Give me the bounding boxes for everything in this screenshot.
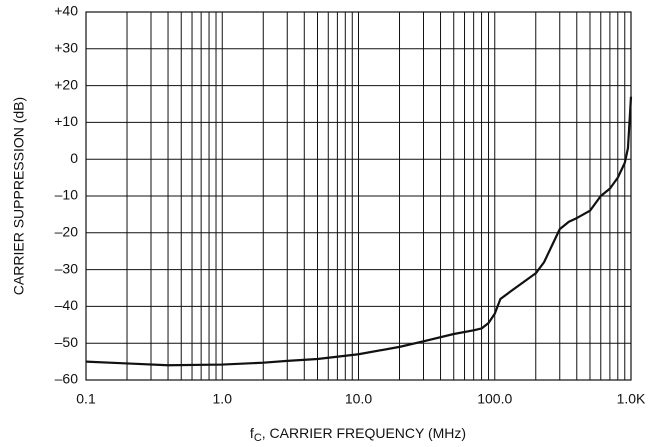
y-tick-label: –40 bbox=[55, 297, 79, 313]
y-tick-label: 0 bbox=[70, 150, 78, 166]
y-tick-label: –20 bbox=[55, 224, 79, 240]
x-tick-label: 0.1 bbox=[76, 391, 96, 407]
x-tick-label: 1.0 bbox=[213, 391, 233, 407]
plot-frame bbox=[85, 11, 632, 381]
x-label-subscript: C bbox=[254, 432, 262, 444]
x-label-symbol: f bbox=[250, 425, 254, 441]
y-tick-label: –60 bbox=[55, 371, 79, 387]
y-axis-label: CARRIER SUPPRESSION (dB) bbox=[11, 97, 27, 295]
y-tick-label: +10 bbox=[54, 113, 78, 129]
y-tick-label: –50 bbox=[55, 334, 79, 350]
y-tick-label: –30 bbox=[55, 260, 79, 276]
y-tick-label: +20 bbox=[54, 76, 78, 92]
y-tick-label: +30 bbox=[54, 40, 78, 56]
y-tick-label: –10 bbox=[55, 187, 79, 203]
x-tick-label: 10.0 bbox=[345, 391, 372, 407]
series-line bbox=[85, 96, 633, 367]
x-tick-label: 100.0 bbox=[477, 391, 512, 407]
y-tick-label: +40 bbox=[54, 3, 78, 19]
x-axis-label: fC, CARRIER FREQUENCY (MHz) bbox=[250, 425, 466, 444]
x-tick-label: 1.0K bbox=[617, 391, 646, 407]
x-label-text: , CARRIER FREQUENCY (MHz) bbox=[262, 425, 466, 441]
